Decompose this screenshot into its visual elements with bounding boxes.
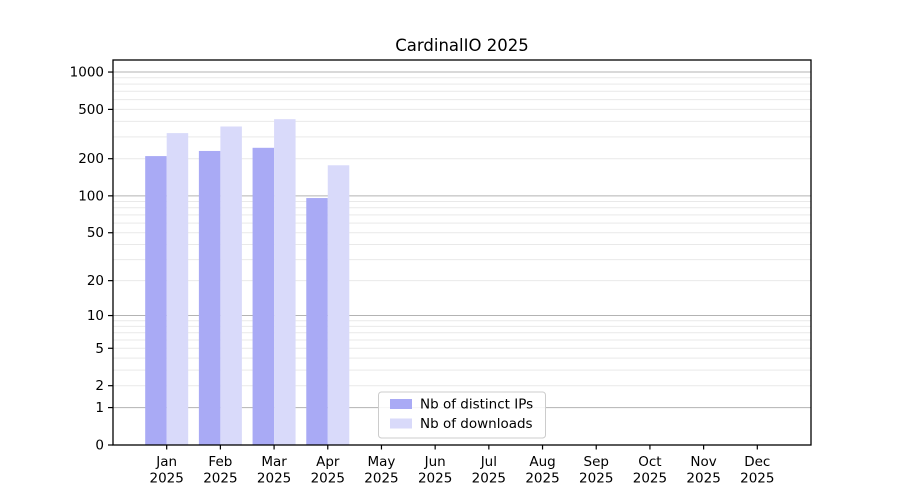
- x-tick-label-month-mar: Mar: [261, 454, 287, 470]
- plot-border: [112, 59, 812, 446]
- x-tick-label-year-aug: 2025: [525, 471, 559, 487]
- y-tick-label-1000: 1000: [70, 65, 104, 81]
- x-tick-label-month-oct: Oct: [638, 454, 661, 470]
- x-tick-label-year-jul: 2025: [472, 471, 506, 487]
- legend-box: [378, 391, 546, 439]
- x-tick-label-year-jun: 2025: [418, 471, 452, 487]
- x-tick-label-year-dec: 2025: [740, 471, 774, 487]
- chart-layers: 01251020501002005001000Jan2025Feb2025Mar…: [70, 59, 812, 487]
- y-tick-label-500: 500: [78, 102, 104, 118]
- x-tick-label-year-mar: 2025: [257, 471, 291, 487]
- x-tick-label-month-jan: Jan: [155, 454, 177, 470]
- legend-label-nb-of-downloads: Nb of downloads: [420, 416, 533, 432]
- x-tick-label-year-may: 2025: [364, 471, 398, 487]
- y-tick-label-200: 200: [78, 151, 104, 167]
- x-tick-label-month-jul: Jul: [480, 454, 497, 470]
- y-tick-label-1: 1: [95, 400, 104, 416]
- x-tick-label-month-nov: Nov: [690, 454, 716, 470]
- x-tick-label-year-jan: 2025: [150, 471, 184, 487]
- x-tick-label-year-sep: 2025: [579, 471, 613, 487]
- bar-mar-nb-of-distinct-ips: [252, 147, 275, 445]
- x-tick-label-month-jun: Jun: [424, 454, 446, 470]
- legend-swatch-nb-of-distinct-ips: [390, 399, 412, 409]
- x-tick-label-year-oct: 2025: [633, 471, 667, 487]
- x-tick-label-year-feb: 2025: [203, 471, 237, 487]
- bar-feb-nb-of-distinct-ips: [198, 150, 221, 446]
- y-tick-label-20: 20: [87, 273, 104, 289]
- bar-jan-nb-of-distinct-ips: [145, 156, 167, 445]
- bar-apr-nb-of-distinct-ips: [306, 198, 328, 445]
- y-tick-label-5: 5: [95, 341, 104, 357]
- x-tick-label-year-apr: 2025: [311, 471, 345, 487]
- x-tick-label-month-sep: Sep: [584, 454, 609, 470]
- legend-swatch-nb-of-downloads: [390, 418, 412, 429]
- y-tick-label-10: 10: [87, 308, 104, 324]
- bar-apr-nb-of-downloads: [327, 165, 350, 445]
- x-tick-label-month-aug: Aug: [529, 454, 555, 470]
- x-tick-label-month-dec: Dec: [744, 454, 770, 470]
- bar-feb-nb-of-downloads: [220, 126, 242, 446]
- x-tick-label-month-may: May: [368, 454, 396, 470]
- bar-mar-nb-of-downloads: [274, 119, 296, 445]
- x-tick-label-month-feb: Feb: [208, 454, 232, 470]
- x-tick-label-month-apr: Apr: [316, 454, 340, 470]
- bar-jan-nb-of-downloads: [166, 133, 189, 445]
- chart-title: CardinalIO 2025: [395, 36, 528, 55]
- y-tick-label-50: 50: [87, 225, 104, 241]
- x-tick-label-year-nov: 2025: [686, 471, 720, 487]
- y-tick-label-0: 0: [95, 438, 104, 454]
- legend-label-nb-of-distinct-ips: Nb of distinct IPs: [420, 397, 533, 413]
- y-tick-label-100: 100: [78, 188, 104, 204]
- y-tick-label-2: 2: [95, 378, 104, 394]
